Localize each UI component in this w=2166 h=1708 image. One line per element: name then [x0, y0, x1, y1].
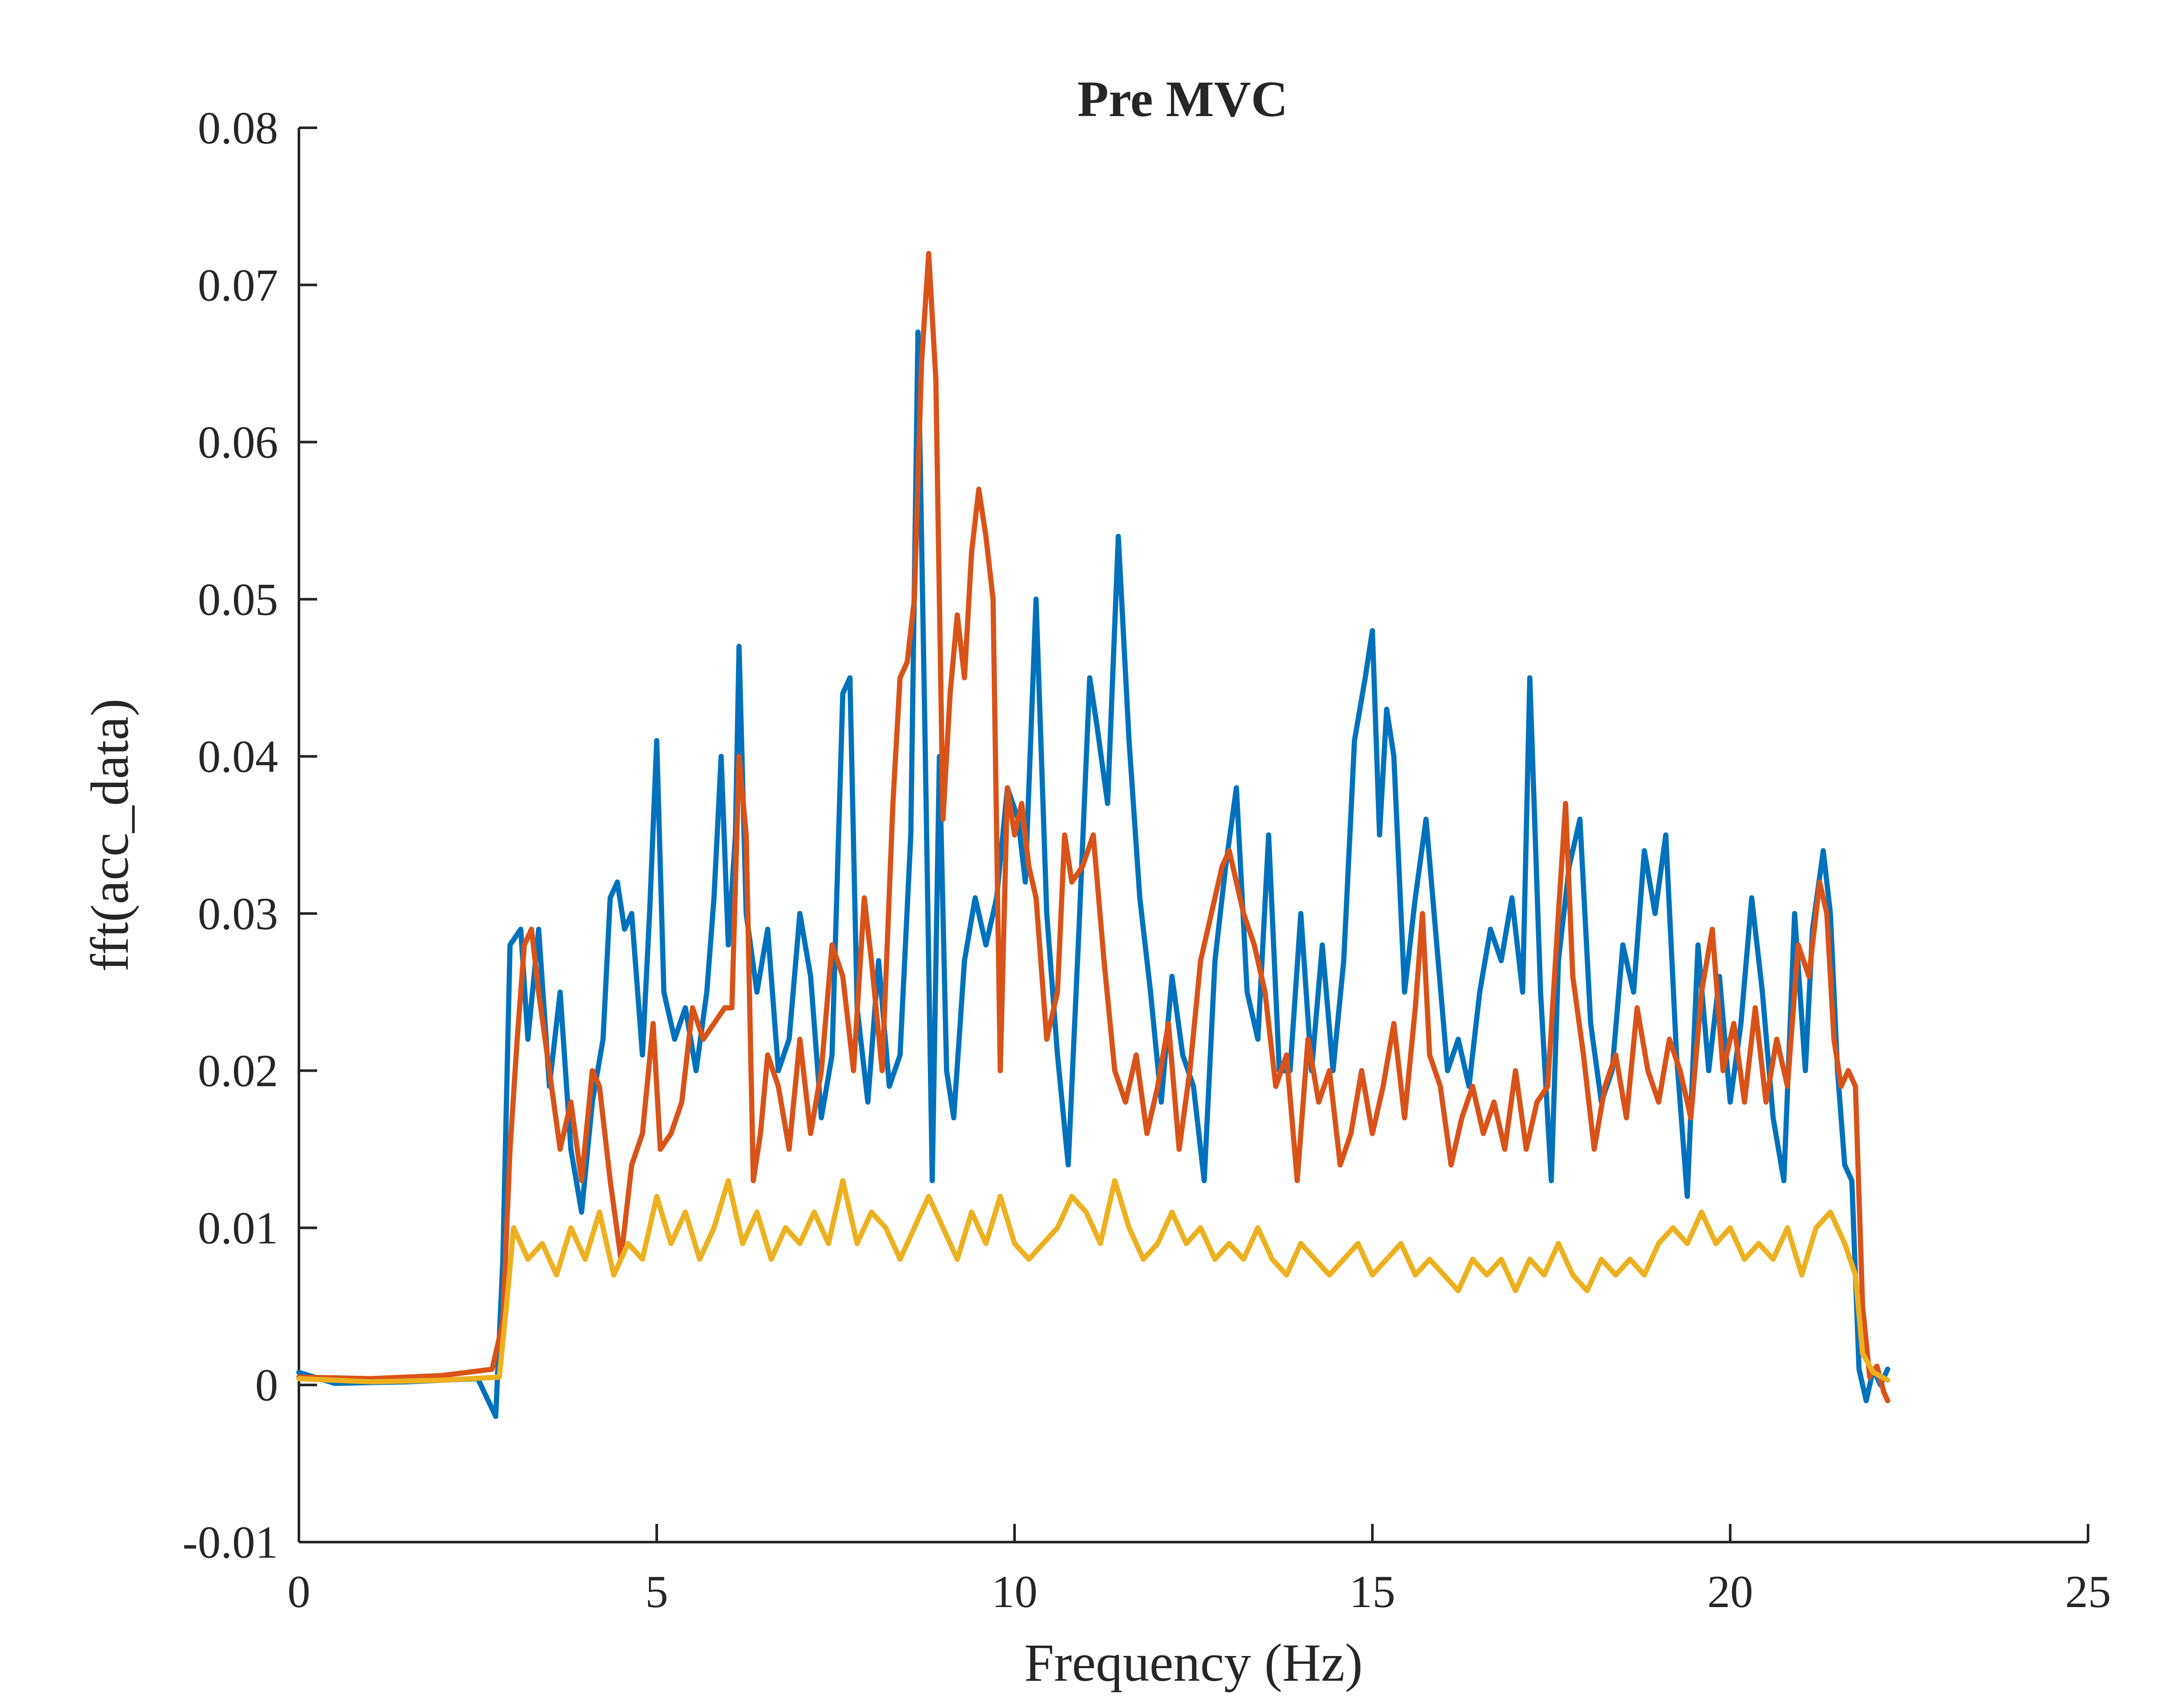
y-axis-label: fft(acc_data): [80, 698, 139, 972]
y-tick-label: -0.01: [182, 1517, 278, 1568]
x-axis-label: Frequency (Hz): [1024, 1633, 1363, 1692]
series-line-3: [296, 1178, 1890, 1384]
x-tick-label: 0: [288, 1566, 311, 1617]
x-tick-label: 5: [645, 1566, 668, 1617]
x-tick-label: 10: [992, 1566, 1038, 1617]
y-tick-label: 0.02: [198, 1046, 279, 1096]
x-ticks: 0 5 10 15 20 25: [288, 1524, 2111, 1617]
axes: [298, 128, 2088, 1543]
x-tick-label: 25: [2065, 1566, 2111, 1617]
y-ticks: -0.01 0 0.01 0.02 0.03 0.04 0.05 0.06 0.07 0.08: [182, 103, 317, 1568]
series-line-1: [296, 329, 1890, 1419]
y-tick-label: 0.03: [198, 888, 279, 939]
y-tick-label: 0.04: [198, 731, 279, 782]
x-tick-label: 20: [1707, 1566, 1753, 1617]
x-tick-label: 15: [1349, 1566, 1395, 1617]
y-tick-label: 0.01: [198, 1202, 279, 1253]
y-tick-label: 0.05: [198, 574, 279, 625]
y-tick-label: 0.06: [198, 417, 279, 468]
y-tick-label: 0: [255, 1360, 278, 1410]
chart-title: Pre MVC: [1077, 71, 1288, 127]
y-tick-label: 0.08: [198, 103, 279, 153]
y-tick-label: 0.07: [198, 260, 279, 311]
series-group: [296, 251, 1890, 1419]
series-line-2: [296, 251, 1890, 1403]
